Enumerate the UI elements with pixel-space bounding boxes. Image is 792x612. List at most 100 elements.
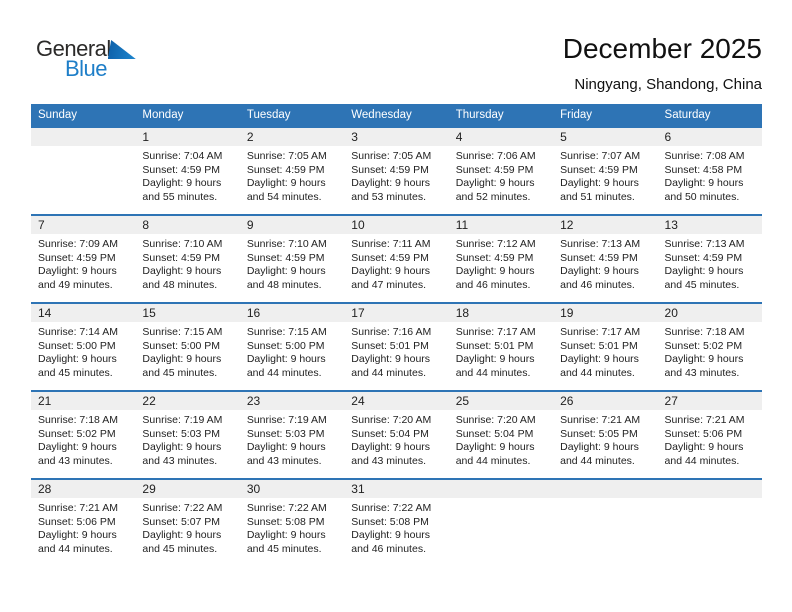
sunset-text: Sunset: 4:59 PM — [351, 251, 429, 264]
day-info: Sunrise: 7:17 AM Sunset: 5:01 PM Daylight:… — [449, 322, 553, 380]
title-block: December 2025 Ningyang, Shandong, China — [562, 33, 762, 94]
sunrise-text: Sunrise: 7:21 AM — [38, 502, 118, 514]
daylight-text-line2: and 44 minutes. — [246, 366, 322, 379]
day-cell: 20 Sunrise: 7:18 AM Sunset: 5:02 PM Dayligh… — [657, 304, 762, 390]
day-number: 24 — [344, 392, 449, 410]
day-cell: 17 Sunrise: 7:16 AM Sunset: 5:01 PM Dayligh… — [344, 304, 449, 390]
sunrise-text: Sunrise: 7:20 AM — [455, 414, 536, 426]
daylight-text-line2: and 47 minutes. — [351, 278, 426, 291]
day-info: Sunrise: 7:22 AM Sunset: 5:08 PM Daylight:… — [344, 498, 448, 556]
day-info: Sunrise: 7:11 AM Sunset: 4:59 PM Daylight:… — [344, 234, 448, 292]
sunset-text: Sunset: 4:59 PM — [560, 163, 638, 176]
day-cell: 12 Sunrise: 7:13 AM Sunset: 4:59 PM Dayligh… — [553, 216, 658, 302]
day-cell: 30 Sunrise: 7:22 AM Sunset: 5:08 PM Dayligh… — [239, 480, 345, 566]
sunrise-text: Sunrise: 7:10 AM — [246, 238, 327, 250]
daylight-text-line1: Daylight: 9 hours — [38, 353, 117, 366]
daylight-text-line1: Daylight: 9 hours — [351, 353, 431, 366]
day-info: Sunrise: 7:08 AM Sunset: 4:58 PM Daylight:… — [658, 146, 762, 204]
daylight-text-line1: Daylight: 9 hours — [351, 265, 431, 278]
sunrise-text: Sunrise: 7:21 AM — [560, 414, 641, 426]
daylight-text-line2: and 45 minutes. — [246, 542, 322, 555]
sunrise-text: Sunrise: 7:15 AM — [142, 326, 223, 338]
sunset-text: Sunset: 5:07 PM — [142, 515, 221, 528]
day-info: Sunrise: 7:19 AM Sunset: 5:03 PM Daylight:… — [240, 410, 344, 468]
day-number: 28 — [31, 480, 136, 498]
day-info: Sunrise: 7:06 AM Sunset: 4:59 PM Daylight:… — [449, 146, 553, 204]
daylight-text-line2: and 43 minutes. — [351, 454, 426, 467]
day-cell: 16 Sunrise: 7:15 AM Sunset: 5:00 PM Dayligh… — [239, 304, 345, 390]
daylight-text-line2: and 43 minutes. — [664, 366, 740, 379]
day-cell: 25 Sunrise: 7:20 AM Sunset: 5:04 PM Dayligh… — [448, 392, 554, 478]
sunset-text: Sunset: 5:02 PM — [38, 427, 116, 440]
daylight-text-line2: and 44 minutes. — [560, 454, 635, 467]
sunset-text: Sunset: 5:05 PM — [560, 427, 638, 440]
day-info: Sunrise: 7:05 AM Sunset: 4:59 PM Daylight:… — [344, 146, 448, 204]
daylight-text-line1: Daylight: 9 hours — [351, 177, 431, 190]
day-number: 21 — [31, 392, 136, 410]
sunrise-text: Sunrise: 7:11 AM — [351, 238, 431, 250]
daylight-text-line2: and 43 minutes. — [142, 454, 218, 467]
sunrise-text: Sunrise: 7:13 AM — [664, 238, 745, 250]
daylight-text-line1: Daylight: 9 hours — [664, 441, 744, 454]
sunrise-text: Sunrise: 7:15 AM — [246, 326, 327, 338]
day-number: 14 — [31, 304, 136, 322]
day-cell: 19 Sunrise: 7:17 AM Sunset: 5:01 PM Dayligh… — [553, 304, 658, 390]
daylight-text-line1: Daylight: 9 hours — [664, 353, 744, 366]
day-number: 19 — [553, 304, 658, 322]
day-cell: 1 Sunrise: 7:04 AM Sunset: 4:59 PM Daylight… — [135, 128, 240, 214]
sunset-text: Sunset: 5:08 PM — [246, 515, 325, 528]
sunrise-text: Sunrise: 7:18 AM — [664, 326, 745, 338]
day-number: 4 — [448, 128, 554, 146]
day-number: 11 — [448, 216, 554, 234]
day-info: Sunrise: 7:12 AM Sunset: 4:59 PM Daylight:… — [449, 234, 553, 292]
daylight-text-line1: Daylight: 9 hours — [455, 177, 535, 190]
day-number: 23 — [239, 392, 345, 410]
sunrise-text: Sunrise: 7:13 AM — [560, 238, 641, 250]
day-number: 2 — [239, 128, 345, 146]
daylight-text-line1: Daylight: 9 hours — [38, 441, 117, 454]
daylight-text-line2: and 44 minutes. — [664, 454, 740, 467]
logo-text-general: General — [36, 36, 111, 61]
day-cell: 28 Sunrise: 7:21 AM Sunset: 5:06 PM Dayligh… — [31, 480, 136, 566]
logo-triangle-icon — [107, 40, 136, 59]
day-number: 5 — [553, 128, 658, 146]
daylight-text-line1: Daylight: 9 hours — [560, 353, 639, 366]
day-number — [553, 480, 658, 498]
day-info: Sunrise: 7:15 AM Sunset: 5:00 PM Daylight:… — [240, 322, 344, 380]
daylight-text-line1: Daylight: 9 hours — [246, 441, 326, 454]
page-subtitle: Ningyang, Shandong, China — [574, 76, 762, 93]
sunset-text: Sunset: 5:01 PM — [560, 339, 638, 352]
sunrise-text: Sunrise: 7:20 AM — [351, 414, 432, 426]
day-info: Sunrise: 7:07 AM Sunset: 4:59 PM Daylight:… — [553, 146, 657, 204]
daylight-text-line1: Daylight: 9 hours — [246, 529, 326, 542]
week-row: 7 Sunrise: 7:09 AM Sunset: 4:59 PM Daylight… — [31, 214, 762, 302]
sunset-text: Sunset: 4:59 PM — [351, 163, 429, 176]
weekday-header-cell: Tuesday — [246, 109, 291, 121]
daylight-text-line2: and 45 minutes. — [664, 278, 740, 291]
daylight-text-line1: Daylight: 9 hours — [246, 177, 326, 190]
week-row: 1 Sunrise: 7:04 AM Sunset: 4:59 PM Daylight… — [31, 126, 762, 214]
day-cell: 9 Sunrise: 7:10 AM Sunset: 4:59 PM Daylight… — [239, 216, 345, 302]
daylight-text-line2: and 52 minutes. — [455, 190, 531, 203]
daylight-text-line1: Daylight: 9 hours — [351, 529, 431, 542]
sunset-text: Sunset: 4:59 PM — [142, 251, 221, 264]
day-number: 6 — [657, 128, 762, 146]
day-cell: 14 Sunrise: 7:14 AM Sunset: 5:00 PM Dayligh… — [31, 304, 136, 390]
daylight-text-line2: and 54 minutes. — [246, 190, 322, 203]
day-cell: 27 Sunrise: 7:21 AM Sunset: 5:06 PM Dayligh… — [657, 392, 762, 478]
daylight-text-line1: Daylight: 9 hours — [38, 529, 117, 542]
day-cell: 22 Sunrise: 7:19 AM Sunset: 5:03 PM Dayligh… — [135, 392, 240, 478]
day-number: 7 — [31, 216, 136, 234]
daylight-text-line1: Daylight: 9 hours — [142, 353, 222, 366]
day-number: 20 — [657, 304, 762, 322]
day-info: Sunrise: 7:21 AM Sunset: 5:06 PM Daylight:… — [31, 498, 135, 556]
day-info: Sunrise: 7:21 AM Sunset: 5:05 PM Daylight:… — [553, 410, 657, 468]
sunset-text: Sunset: 4:59 PM — [142, 163, 221, 176]
day-cell: 6 Sunrise: 7:08 AM Sunset: 4:58 PM Daylight… — [657, 128, 762, 214]
weekday-header-cell: Sunday — [38, 109, 78, 121]
day-number: 22 — [135, 392, 240, 410]
daylight-text-line2: and 46 minutes. — [351, 542, 426, 555]
page-title: December 2025 — [562, 33, 762, 64]
day-cell: 3 Sunrise: 7:05 AM Sunset: 4:59 PM Daylight… — [344, 128, 449, 214]
